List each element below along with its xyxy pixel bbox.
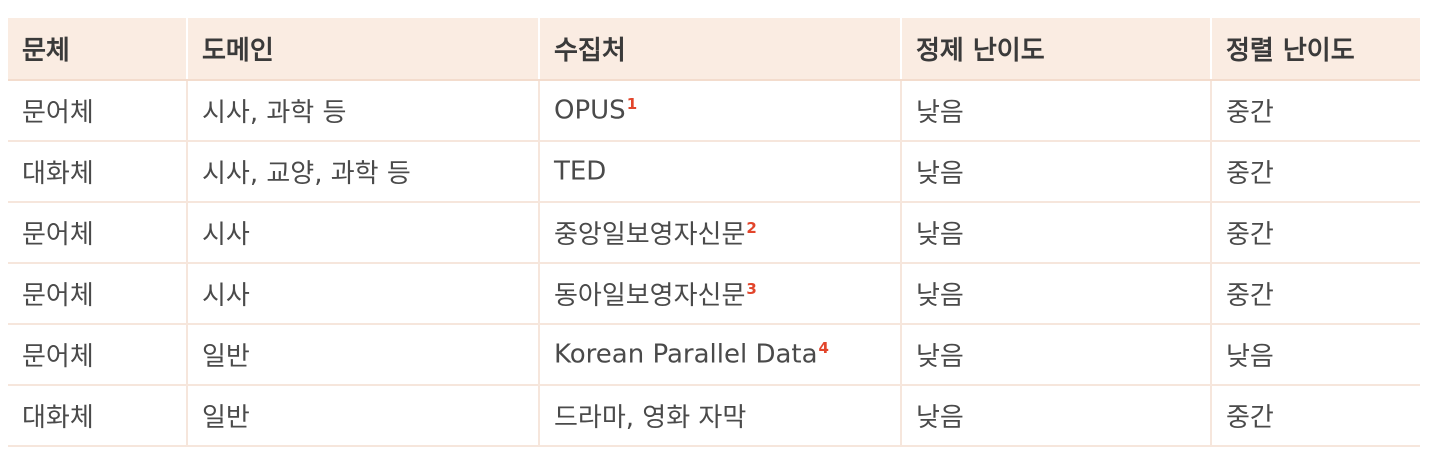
source-text: TED <box>554 156 607 187</box>
cell-style: 문어체 <box>8 202 188 264</box>
corpus-source-table: 문체 도메인 수집처 정제 난이도 정렬 난이도 문어체 시사, 과학 등 OP… <box>8 18 1420 447</box>
cell-alignment-difficulty: 낮음 <box>1211 324 1420 386</box>
source-text: 드라마, 영화 자막 <box>554 403 747 433</box>
footnote-marker: 3 <box>746 280 757 299</box>
cell-cleaning-difficulty: 낮음 <box>901 202 1212 264</box>
cell-alignment-difficulty: 중간 <box>1211 80 1420 142</box>
cell-alignment-difficulty: 중간 <box>1211 263 1420 325</box>
table-header-row: 문체 도메인 수집처 정제 난이도 정렬 난이도 <box>8 18 1420 81</box>
cell-style: 문어체 <box>8 263 188 325</box>
cell-source: 중앙일보영자신문2 <box>539 202 902 264</box>
footnote-marker: 2 <box>746 219 757 238</box>
cell-style: 대화체 <box>8 141 188 203</box>
cell-domain: 시사 <box>187 263 540 325</box>
source-text: 동아일보영자신문 <box>554 281 746 311</box>
cell-domain: 일반 <box>187 324 540 386</box>
table-row: 문어체 시사 중앙일보영자신문2 낮음 중간 <box>8 202 1420 264</box>
header-domain: 도메인 <box>187 18 540 81</box>
cell-cleaning-difficulty: 낮음 <box>901 263 1212 325</box>
table-row: 문어체 일반 Korean Parallel Data4 낮음 낮음 <box>8 324 1420 386</box>
footnote-marker: 1 <box>626 95 638 114</box>
cell-source: Korean Parallel Data4 <box>539 324 902 386</box>
header-cleaning-difficulty: 정제 난이도 <box>901 18 1212 81</box>
table-row: 대화체 일반 드라마, 영화 자막 낮음 중간 <box>8 385 1420 447</box>
cell-domain: 시사 <box>187 202 540 264</box>
cell-source: TED <box>539 141 902 203</box>
cell-domain: 일반 <box>187 385 540 447</box>
corpus-table-container: 문체 도메인 수집처 정제 난이도 정렬 난이도 문어체 시사, 과학 등 OP… <box>8 18 1420 447</box>
cell-style: 문어체 <box>8 80 188 142</box>
cell-source: 동아일보영자신문3 <box>539 263 902 325</box>
cell-alignment-difficulty: 중간 <box>1211 202 1420 264</box>
cell-alignment-difficulty: 중간 <box>1211 141 1420 203</box>
cell-cleaning-difficulty: 낮음 <box>901 324 1212 386</box>
source-text: 중앙일보영자신문 <box>554 220 746 250</box>
table-row: 문어체 시사 동아일보영자신문3 낮음 중간 <box>8 263 1420 325</box>
cell-domain: 시사, 과학 등 <box>187 80 540 142</box>
source-text: Korean Parallel Data <box>554 339 818 370</box>
cell-source: 드라마, 영화 자막 <box>539 385 902 447</box>
header-style: 문체 <box>8 18 188 81</box>
cell-domain: 시사, 교양, 과학 등 <box>187 141 540 203</box>
cell-cleaning-difficulty: 낮음 <box>901 385 1212 447</box>
header-alignment-difficulty: 정렬 난이도 <box>1211 18 1420 81</box>
cell-alignment-difficulty: 중간 <box>1211 385 1420 447</box>
source-text: OPUS <box>554 95 626 126</box>
cell-cleaning-difficulty: 낮음 <box>901 80 1212 142</box>
cell-style: 문어체 <box>8 324 188 386</box>
cell-style: 대화체 <box>8 385 188 447</box>
footnote-marker: 4 <box>818 339 829 358</box>
table-row: 대화체 시사, 교양, 과학 등 TED 낮음 중간 <box>8 141 1420 203</box>
cell-source: OPUS1 <box>539 80 902 142</box>
table-row: 문어체 시사, 과학 등 OPUS1 낮음 중간 <box>8 80 1420 142</box>
header-source: 수집처 <box>539 18 902 81</box>
cell-cleaning-difficulty: 낮음 <box>901 141 1212 203</box>
